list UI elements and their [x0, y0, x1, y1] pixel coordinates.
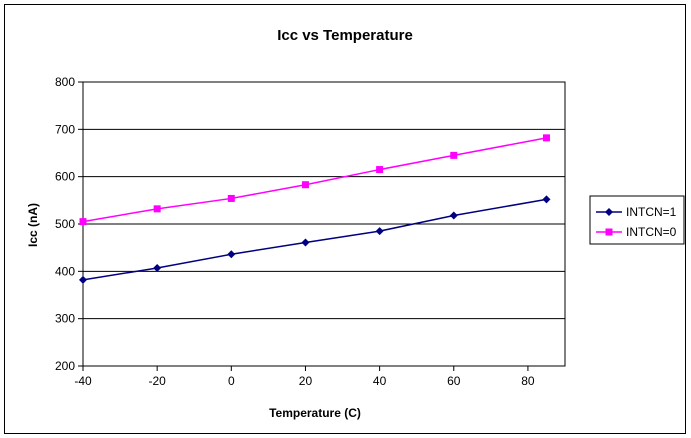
data-point: [450, 151, 458, 159]
x-tick-label: 60: [447, 374, 461, 388]
data-point: [301, 238, 310, 247]
chart-title: Icc vs Temperature: [277, 27, 413, 44]
x-axis-ticks: -40 -20 0 20 40 60 80: [74, 366, 535, 388]
data-point: [301, 181, 309, 189]
data-point: [375, 227, 384, 236]
y-tick-label: 600: [55, 170, 75, 184]
x-axis-title: Temperature (C): [269, 406, 361, 420]
data-point: [153, 264, 162, 273]
x-tick-label: -40: [74, 374, 92, 388]
data-point: [449, 211, 458, 220]
data-point: [542, 195, 551, 204]
legend-box: [589, 195, 685, 245]
data-point: [79, 275, 87, 284]
series-intcn-0: [79, 134, 550, 226]
legend-marker: [605, 228, 613, 236]
y-tick-label: 800: [55, 75, 75, 89]
x-tick-label: -20: [148, 374, 166, 388]
data-point: [153, 205, 161, 213]
data-point: [542, 134, 550, 142]
x-tick-label: 80: [521, 374, 535, 388]
y-tick-label: 400: [55, 264, 75, 278]
y-tick-label: 700: [55, 122, 75, 136]
x-tick-label: 40: [373, 374, 387, 388]
legend-marker: [605, 208, 613, 216]
data-point: [79, 218, 87, 226]
plot-area: 200 300 400 500 600 700 800 -40 -20 0 20 40 60 80: [55, 75, 566, 388]
y-tick-label: 500: [55, 217, 75, 231]
y-axis-ticks: 200 300 400 500 600 700 800: [55, 75, 83, 373]
data-point: [227, 194, 235, 202]
legend-label: INTCN=1: [626, 205, 677, 219]
data-point: [227, 250, 236, 259]
legend-item: INTCN=1: [596, 205, 677, 219]
y-tick-label: 200: [55, 359, 75, 373]
data-point: [376, 166, 384, 174]
y-axis-title: Icc (nA): [26, 203, 40, 247]
y-tick-label: 300: [55, 312, 75, 326]
series-intcn-1: [79, 195, 551, 284]
series-layer: [79, 134, 551, 284]
legend-item: INTCN=0: [596, 225, 677, 239]
gridlines: [83, 128, 565, 320]
x-tick-label: 20: [299, 374, 313, 388]
legend-label: INTCN=0: [626, 225, 677, 239]
legend: INTCN=1 INTCN=0: [589, 195, 685, 245]
x-tick-label: 0: [228, 374, 235, 388]
